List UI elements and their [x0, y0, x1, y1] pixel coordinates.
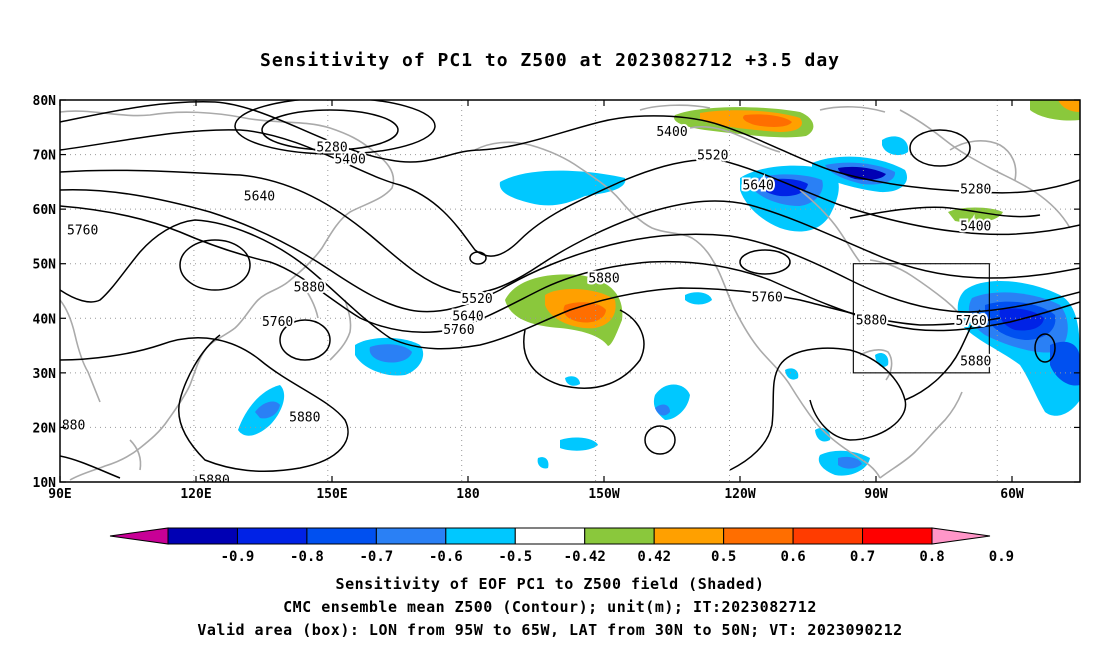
colorbar-cell [167, 527, 238, 545]
lat-label: 80N [33, 94, 57, 109]
colorbar-label: 0.9 [989, 549, 1014, 565]
lat-label: 60N [33, 203, 57, 218]
lat-label: 20N [33, 421, 57, 436]
lon-label: 90E [48, 487, 71, 502]
shaded-negative-atlantic [957, 280, 1080, 416]
caption-valid-area: Valid area (box): LON from 95W to 65W, L… [197, 621, 903, 639]
contour-label: 5880 [588, 271, 619, 286]
lon-label: 150E [316, 487, 347, 502]
shaded-negative-canada [740, 136, 909, 232]
lat-label: 70N [33, 149, 57, 164]
colorbar-cell [584, 527, 655, 545]
colorbar-label: 0.6 [780, 549, 805, 565]
contour-label: 5880 [198, 473, 229, 488]
colorbar-high-triangle [931, 527, 991, 545]
contour-label: 5400 [656, 125, 687, 140]
colorbar-label: 0.42 [637, 549, 671, 565]
valid-area-box [852, 263, 990, 374]
colorbar-cell [792, 527, 864, 545]
lat-label: 30N [33, 367, 57, 382]
colorbar-cell [445, 527, 516, 545]
lon-label: 180 [456, 487, 480, 502]
colorbar: -0.9 -0.8 -0.7 -0.6 -0.5 -0.42 0.42 0.5 0.6 0.7 0.… [109, 527, 1014, 565]
shaded-positive-arctic [948, 100, 1080, 223]
coastlines [60, 104, 1071, 481]
contour-label: 5640 [742, 179, 773, 194]
contour-label: 5760 [752, 290, 783, 305]
contour-label: 5520 [697, 149, 728, 164]
z500-contours [60, 100, 1080, 479]
caption-shading: Sensitivity of EOF PC1 to Z500 field (Sh… [335, 575, 765, 593]
colorbar-label: 0.8 [919, 549, 944, 565]
contour-label: 5760 [443, 323, 474, 338]
lon-label: 120E [180, 487, 211, 502]
lat-label: 10N [33, 476, 57, 491]
colorbar-cell [375, 527, 447, 545]
colorbar-label: -0.8 [290, 549, 324, 565]
lat-label: 50N [33, 258, 57, 273]
contour-label: 5760 [262, 315, 293, 330]
contour-label: 5520 [461, 292, 492, 307]
contour-label: 5640 [244, 190, 275, 205]
contour-label: 5400 [334, 152, 365, 167]
colorbar-label: 0.7 [850, 549, 875, 565]
contour-label: 5760 [956, 314, 987, 329]
colorbar-low-triangle [109, 527, 169, 545]
lon-label: 90W [864, 487, 888, 502]
colorbar-label: -0.5 [498, 549, 532, 565]
contour-label: 5400 [960, 220, 991, 235]
colorbar-label: -0.7 [360, 549, 394, 565]
colorbar-label: -0.6 [429, 549, 463, 565]
contour-label: 5880 [289, 411, 320, 426]
contour-label: 5880 [294, 281, 325, 296]
colorbar-cell [236, 527, 308, 545]
shaded-positive-alaska [674, 107, 814, 138]
colorbar-cell [862, 527, 933, 545]
figure-title: Sensitivity of PC1 to Z500 at 2023082712… [259, 50, 840, 71]
contour-label: 5760 [67, 223, 98, 238]
shaded-negative-scattered [238, 170, 889, 476]
colorbar-label: 0.5 [711, 549, 736, 565]
lon-label: 150W [588, 487, 619, 502]
colorbar-cell [723, 527, 794, 545]
colorbar-label: -0.42 [564, 549, 606, 565]
colorbar-cell [514, 527, 586, 545]
contour-label: 5880 [960, 354, 991, 369]
caption-contour: CMC ensemble mean Z500 (Contour); unit(m… [283, 598, 817, 616]
contour-label: 5880 [856, 313, 887, 328]
contour-label: 5280 [960, 182, 991, 197]
contour-label: 5280 [316, 140, 347, 155]
map-frame [59, 99, 1081, 483]
contour-label: 880 [62, 419, 85, 434]
lon-label: 120W [724, 487, 755, 502]
lat-label: 40N [33, 312, 57, 327]
colorbar-cell [306, 527, 377, 545]
lon-label: 60W [1000, 487, 1024, 502]
contour-label: 5640 [452, 310, 483, 325]
colorbar-label: -0.9 [221, 549, 255, 565]
colorbar-cell [653, 527, 725, 545]
